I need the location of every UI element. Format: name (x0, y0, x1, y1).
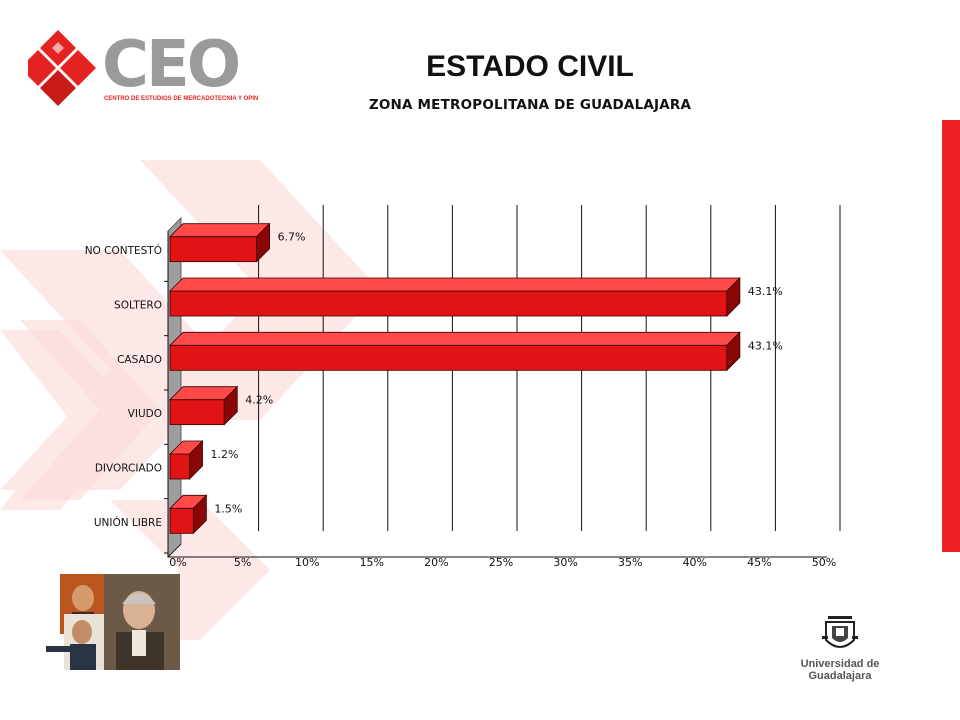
x-tick-label: 45% (747, 556, 771, 569)
bar (169, 453, 190, 480)
x-tick-label: 40% (683, 556, 707, 569)
axis-corner (167, 543, 182, 558)
ceo-logo: CEO CENTRO DE ESTUDIOS DE MERCADOTECNIA … (28, 28, 258, 106)
bar-side (223, 385, 238, 426)
data-label: 43.1% (748, 339, 783, 352)
bar (169, 344, 728, 371)
data-label: 43.1% (748, 285, 783, 298)
bar-side (256, 222, 270, 263)
bar (169, 507, 194, 534)
crest-icon (822, 616, 858, 648)
data-label: 6.7% (278, 231, 306, 244)
category-label: DIVORCIADO (95, 463, 162, 475)
accent-strip (942, 120, 960, 552)
bar (169, 290, 728, 317)
people-photo-collage (46, 574, 180, 670)
bar-top (169, 277, 741, 292)
bar (169, 399, 225, 426)
bar-top (169, 331, 741, 346)
data-label: 1.2% (211, 448, 239, 461)
bar-side (726, 277, 741, 317)
bar (169, 236, 257, 263)
bar-side (192, 494, 207, 535)
page-title: ESTADO CIVIL (426, 50, 634, 83)
data-label: 4.2% (245, 394, 273, 407)
data-label: 1.5% (214, 502, 242, 515)
x-tick-label: 5% (234, 556, 251, 569)
bar-side (726, 331, 741, 372)
category-label: NO CONTESTÓ (85, 244, 162, 257)
logo-text: CEO (102, 28, 239, 102)
x-tick-label: 25% (489, 556, 513, 569)
x-tick-label: 15% (360, 556, 384, 569)
x-tick-label: 30% (553, 556, 577, 569)
category-label: VIUDO (128, 408, 162, 420)
universidad-de-guadalajara-logo: Universidad de Guadalajara (770, 612, 920, 682)
category-label: CASADO (117, 354, 162, 366)
logo-tagline: CENTRO DE ESTUDIOS DE MERCADOTECNIA Y OP… (104, 94, 258, 102)
x-tick-label: 10% (295, 556, 319, 569)
bar-side (189, 440, 203, 480)
category-label: UNIÓN LIBRE (94, 516, 162, 529)
logo-diamond-icon (28, 30, 96, 106)
category-label: SOLTERO (114, 300, 162, 312)
x-tick-label: 20% (424, 556, 448, 569)
x-tick-label: 35% (618, 556, 642, 569)
bar-top (169, 223, 271, 238)
x-tick-label: 0% (169, 556, 186, 569)
page-subtitle: ZONA METROPOLITANA DE GUADALAJARA (368, 97, 692, 113)
university-name: Universidad de Guadalajara (800, 658, 880, 682)
x-tick-label: 50% (812, 556, 836, 569)
